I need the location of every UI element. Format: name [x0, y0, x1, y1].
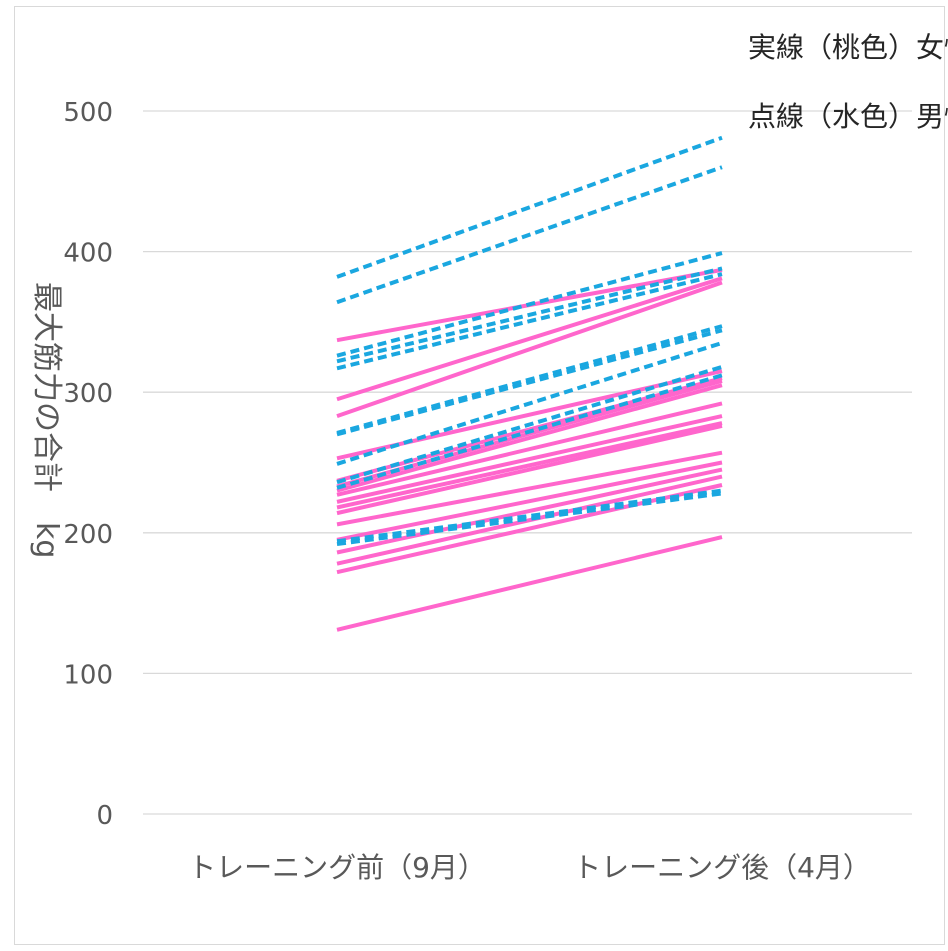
- male-series-line: [336, 491, 723, 547]
- y-tick-label: 200: [63, 520, 113, 550]
- female-series-line: [336, 383, 723, 493]
- male-series-line: [336, 341, 723, 466]
- male-series-line: [336, 251, 723, 358]
- male-series-line: [336, 324, 723, 435]
- female-series-line: [336, 376, 723, 483]
- legend-female: 実線（桃色）女性: [748, 31, 948, 64]
- male-series-line: [336, 364, 723, 485]
- y-axis-label: 最大筋力の合計 kg: [29, 282, 64, 558]
- male-series-line: [336, 135, 723, 279]
- x-category-label: トレーニング前（9月）: [188, 851, 486, 884]
- male-series-line: [336, 488, 723, 544]
- legend-male: 点線（水色）男性: [748, 100, 948, 133]
- male-series-line: [336, 328, 723, 437]
- female-series-line: [336, 379, 723, 489]
- male-series-line: [336, 373, 723, 490]
- female-series-line: [336, 401, 723, 497]
- female-series-line: [336, 423, 723, 516]
- female-series-line: [336, 421, 723, 510]
- male-series-line: [336, 266, 723, 364]
- x-category-label: トレーニング後（4月）: [573, 851, 871, 884]
- female-series-line: [336, 414, 723, 504]
- male-series-line: [336, 165, 723, 305]
- female-series-line: [336, 467, 723, 555]
- female-series-line: [336, 460, 723, 542]
- female-series-line: [336, 276, 723, 402]
- y-tick-label: 100: [63, 660, 113, 690]
- y-axis-ticks: 0 100 200 300 400 500: [63, 98, 113, 831]
- series-lines: [336, 135, 723, 632]
- female-series-line: [336, 280, 723, 418]
- grid-lines: [143, 110, 912, 815]
- female-series-line: [336, 369, 723, 461]
- y-tick-label: 300: [63, 379, 113, 409]
- male-series-line: [336, 272, 723, 371]
- female-series-line: [336, 474, 723, 566]
- y-tick-label: 400: [63, 239, 113, 269]
- y-tick-label: 0: [96, 801, 113, 831]
- x-axis-categories: トレーニング前（9月） トレーニング後（4月）: [188, 851, 871, 884]
- female-series-line: [336, 450, 723, 527]
- female-series-line: [336, 535, 723, 632]
- y-tick-label: 500: [63, 98, 113, 128]
